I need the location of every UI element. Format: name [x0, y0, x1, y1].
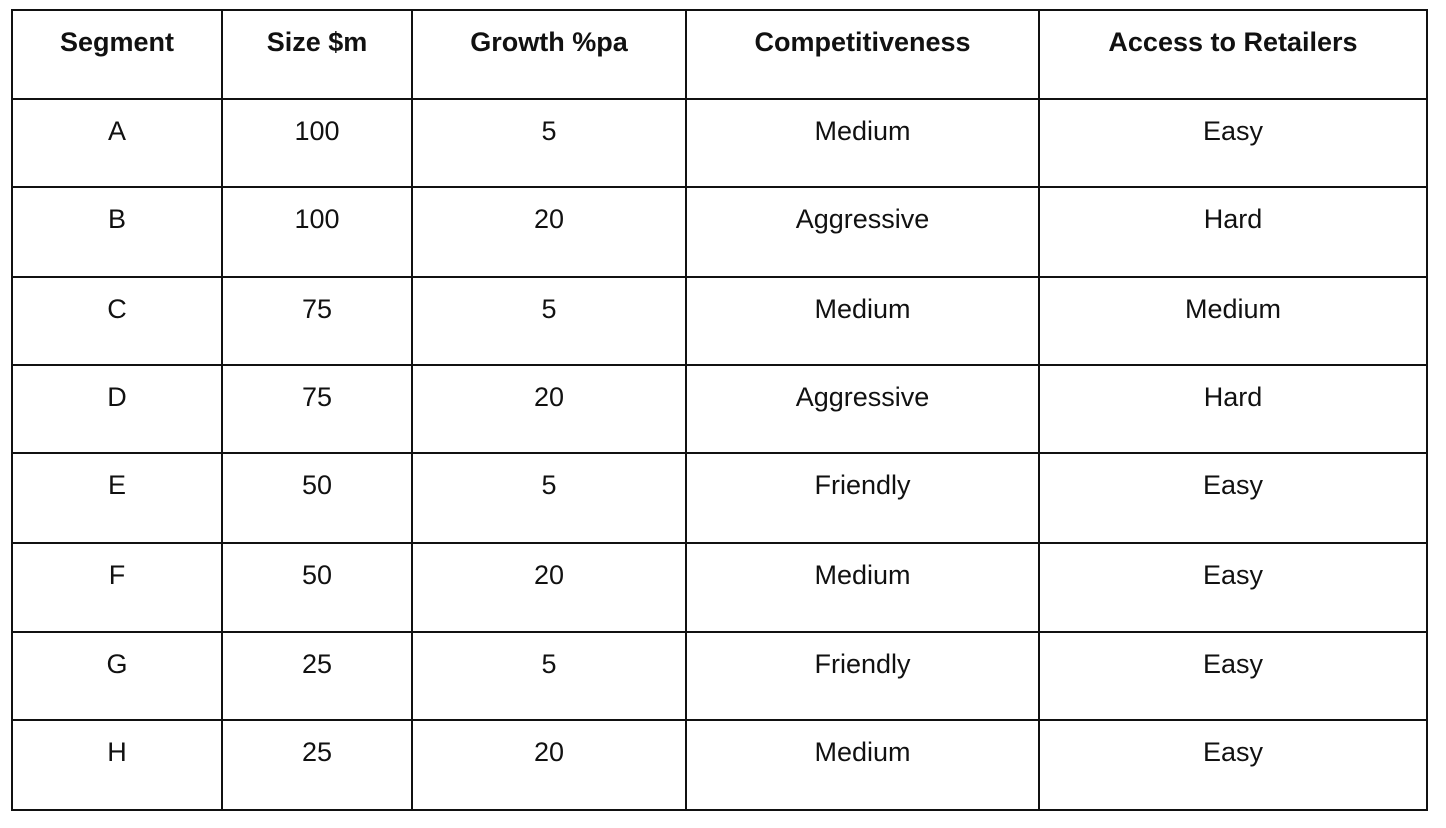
header-cell: Growth %pa [411, 9, 687, 100]
table-cell: 50 [221, 542, 413, 633]
table-cell: 20 [411, 364, 687, 454]
table-cell: Easy [1038, 542, 1428, 633]
table-cell: C [11, 276, 223, 366]
header-cell: Size $m [221, 9, 413, 100]
table-cell: G [11, 631, 223, 721]
table-cell: Easy [1038, 98, 1428, 188]
table-cell: 100 [221, 186, 413, 278]
header-cell: Competitiveness [685, 9, 1040, 100]
table-cell: 50 [221, 452, 413, 544]
table-cell: 5 [411, 98, 687, 188]
table-cell: 5 [411, 631, 687, 721]
table-cell: Medium [1038, 276, 1428, 366]
table-cell: Easy [1038, 631, 1428, 721]
table-cell: Friendly [685, 452, 1040, 544]
table-cell: E [11, 452, 223, 544]
table-cell: 20 [411, 542, 687, 633]
table-cell: 75 [221, 364, 413, 454]
table-cell: 20 [411, 186, 687, 278]
table-cell: Hard [1038, 186, 1428, 278]
table-cell: Aggressive [685, 186, 1040, 278]
table-cell: F [11, 542, 223, 633]
table-cell: Hard [1038, 364, 1428, 454]
table-cell: D [11, 364, 223, 454]
table-cell: Aggressive [685, 364, 1040, 454]
header-cell: Access to Retailers [1038, 9, 1428, 100]
table-cell: 5 [411, 276, 687, 366]
table-cell: 25 [221, 719, 413, 811]
table-cell: Medium [685, 276, 1040, 366]
table-cell: B [11, 186, 223, 278]
table-cell: Medium [685, 98, 1040, 188]
table-cell: Friendly [685, 631, 1040, 721]
table-cell: 25 [221, 631, 413, 721]
table-cell: 5 [411, 452, 687, 544]
table-cell: 100 [221, 98, 413, 188]
header-cell: Segment [11, 9, 223, 100]
table-cell: Medium [685, 542, 1040, 633]
table-cell: 75 [221, 276, 413, 366]
table-cell: Medium [685, 719, 1040, 811]
table-cell: A [11, 98, 223, 188]
table-cell: Easy [1038, 719, 1428, 811]
table-cell: H [11, 719, 223, 811]
table-cell: Easy [1038, 452, 1428, 544]
table-cell: 20 [411, 719, 687, 811]
